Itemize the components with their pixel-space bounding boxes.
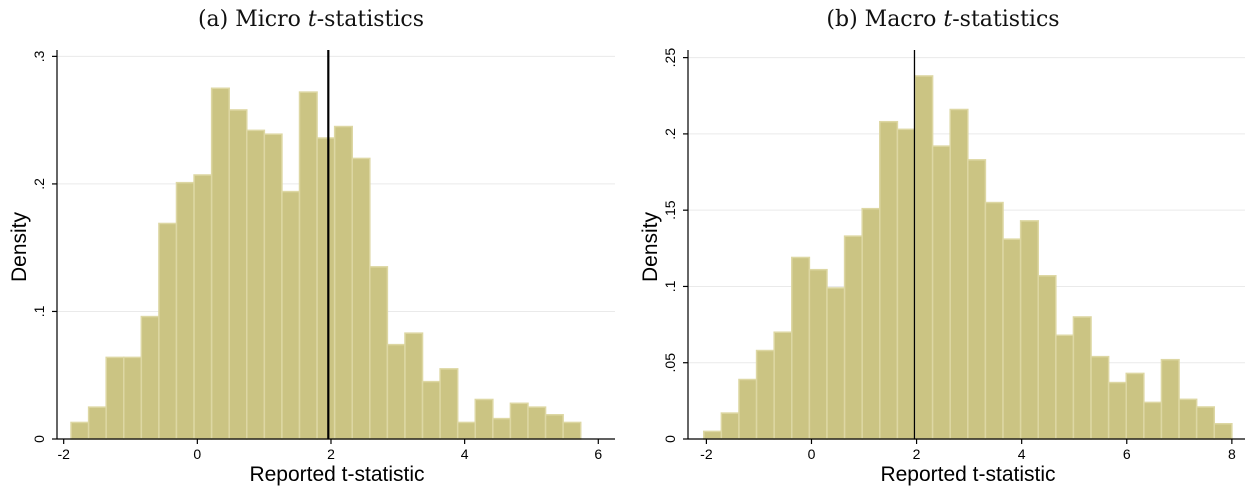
y-tick-label: .25 bbox=[662, 48, 678, 68]
x-tick-label: -2 bbox=[57, 446, 70, 462]
histogram-bar bbox=[826, 287, 846, 440]
histogram-bar bbox=[263, 133, 283, 440]
y-tick-label: .2 bbox=[662, 128, 678, 140]
histogram-bar bbox=[720, 412, 740, 440]
histogram-bar bbox=[544, 414, 564, 440]
histogram-bar bbox=[967, 159, 987, 440]
x-tick-label: 8 bbox=[1228, 446, 1236, 462]
histogram-bar bbox=[808, 268, 828, 440]
histogram-bar bbox=[316, 137, 336, 440]
histogram-bar bbox=[404, 332, 424, 440]
y-tick-label: .1 bbox=[31, 305, 47, 317]
histogram-bar bbox=[333, 125, 353, 440]
histogram-bar bbox=[439, 368, 459, 440]
x-tick-label: 0 bbox=[193, 446, 201, 462]
panel-macro: (b) Macro t-statistics 0 .05 .1 .15 .2 .25 -2 0… bbox=[639, 7, 1245, 486]
x-axis-label: Reported t-statistic bbox=[880, 463, 1055, 486]
histogram-bar bbox=[1195, 406, 1216, 440]
histogram-bar bbox=[1072, 316, 1092, 440]
y-tick-label: .05 bbox=[662, 353, 678, 373]
x-axis-label: Reported t-statistic bbox=[249, 463, 424, 486]
histogram-bar bbox=[175, 181, 195, 440]
histogram-bar bbox=[843, 235, 863, 440]
histogram-bar bbox=[1055, 334, 1075, 440]
x-tick-label: 2 bbox=[327, 446, 335, 462]
x-tick-label: 4 bbox=[1018, 446, 1026, 462]
histogram-bar bbox=[281, 190, 301, 440]
histogram-bar bbox=[703, 430, 723, 440]
y-tick-label: 0 bbox=[662, 435, 678, 443]
panel-micro: (a) Micro t-statistics 0 .1 .2 .3 -2 0 2 4 6 Rep… bbox=[8, 7, 615, 486]
y-tick-label: .1 bbox=[662, 280, 678, 292]
histogram-bar bbox=[228, 109, 248, 440]
histogram-bar bbox=[1002, 238, 1022, 440]
histogram-bar bbox=[861, 207, 881, 440]
histogram-bar bbox=[791, 256, 811, 440]
x-tick-label: 4 bbox=[461, 446, 469, 462]
x-tick-label: 2 bbox=[913, 446, 921, 462]
histogram-bar bbox=[456, 421, 477, 440]
histogram-bar bbox=[123, 356, 143, 440]
panel-title: (b) Macro t-statistics bbox=[826, 7, 1059, 32]
histogram-bar bbox=[70, 421, 90, 440]
histogram-bar bbox=[509, 402, 529, 440]
x-tick-label: 6 bbox=[594, 446, 602, 462]
histogram-bar bbox=[1090, 355, 1110, 440]
histogram-bar bbox=[87, 406, 107, 440]
x-tick-label: 6 bbox=[1123, 446, 1131, 462]
histogram-bar bbox=[931, 145, 951, 440]
histogram-bar bbox=[421, 380, 441, 440]
histogram-bar bbox=[105, 356, 125, 440]
x-tick-label: 0 bbox=[808, 446, 816, 462]
histogram-bar bbox=[1178, 398, 1198, 440]
histogram-bar bbox=[527, 406, 547, 440]
panel-title: (a) Micro t-statistics bbox=[198, 7, 424, 32]
histogram-bar bbox=[140, 315, 160, 440]
histogram-bar bbox=[386, 343, 406, 440]
x-tick-label: -2 bbox=[700, 446, 713, 462]
histogram-bar bbox=[158, 222, 178, 440]
histogram-bar bbox=[210, 87, 230, 440]
y-tick-label: 0 bbox=[31, 435, 47, 443]
histogram-bar bbox=[246, 129, 266, 440]
histogram-bar bbox=[351, 157, 371, 440]
histogram-bar bbox=[474, 398, 494, 440]
histogram-bar bbox=[755, 349, 775, 440]
histogram-bar bbox=[896, 128, 916, 440]
histogram-bar bbox=[1125, 372, 1145, 440]
histogram-bar bbox=[949, 108, 969, 440]
histogram-bar bbox=[562, 421, 582, 440]
histogram-bar bbox=[1160, 358, 1180, 440]
histogram-bar bbox=[298, 91, 318, 440]
histogram-bar bbox=[1213, 422, 1233, 440]
y-tick-label: .15 bbox=[662, 200, 678, 220]
y-tick-label: .3 bbox=[31, 50, 47, 62]
histogram-bar bbox=[1037, 275, 1057, 440]
histogram-bar bbox=[193, 174, 213, 440]
histogram-bar bbox=[773, 331, 793, 440]
histogram-bar bbox=[984, 201, 1004, 440]
histogram-bar bbox=[1107, 381, 1127, 440]
histogram-bar bbox=[1019, 220, 1039, 440]
histogram-bar bbox=[492, 417, 512, 440]
y-tick-label: .2 bbox=[31, 178, 47, 190]
y-axis-label: Density bbox=[8, 211, 31, 282]
histogram-bar bbox=[738, 378, 758, 440]
histogram-bar bbox=[1143, 401, 1163, 440]
histogram-bar bbox=[879, 120, 899, 440]
y-axis-label: Density bbox=[639, 211, 662, 282]
histogram-bar bbox=[369, 266, 389, 440]
histogram-bar bbox=[914, 75, 934, 440]
